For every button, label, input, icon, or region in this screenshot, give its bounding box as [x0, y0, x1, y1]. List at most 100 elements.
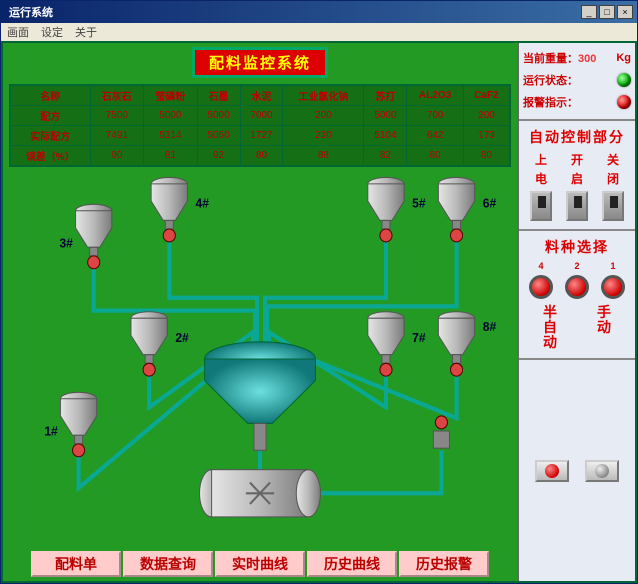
row-hdr: 配方 [11, 106, 91, 126]
alarm-lamp-icon [617, 95, 631, 109]
cell: 1727 [240, 126, 283, 146]
col-name: 名称 [11, 86, 91, 106]
auto-lbl-off: 关 [607, 151, 619, 168]
weight-label: 当前重量：300 [523, 50, 596, 66]
cell: 88 [283, 146, 364, 166]
cell: 642 [407, 126, 464, 146]
svg-text:6#: 6# [483, 196, 496, 210]
cell: 5050 [197, 126, 240, 146]
cell: 700 [407, 106, 464, 126]
close-button[interactable]: × [617, 5, 633, 19]
toggle-start[interactable] [566, 191, 588, 221]
hopper-6: 6# [438, 177, 496, 241]
scada-canvas: 3# 4# 5# 6# 2# 1# 7# 8# [3, 171, 517, 547]
cell: 200 [463, 106, 509, 126]
num-2: 2 [574, 261, 579, 271]
auto-lbl-power: 电 [535, 170, 547, 187]
row-hdr: 实际配方 [11, 126, 91, 146]
cell: 230 [283, 126, 364, 146]
btn-realtime[interactable]: 实时曲线 [215, 551, 305, 577]
main-area: 配料监控系统 名称 石灰石 莹磷粉 石墨 水泥 工业氯化钠 苏打 AL2O3 [1, 41, 637, 583]
cell: 5104 [364, 126, 407, 146]
table-row: 实际配方 7491 5314 5050 1727 230 5104 642 17… [11, 126, 510, 146]
auto-control-section: 自动控制部分 上 开 关 电 启 闭 [519, 121, 635, 231]
col-7: AL2O3 [407, 86, 464, 106]
right-control-panel: 当前重量：300 Kg 运行状态： 报警指示： 自动控制部分 上 开 [517, 43, 635, 581]
bottom-control-box [519, 360, 635, 581]
hopper-1: 1# [44, 392, 96, 456]
minimize-button[interactable]: _ [581, 5, 597, 19]
cell: 5000 [197, 106, 240, 126]
recipe-table: 名称 石灰石 莹磷粉 石墨 水泥 工业氯化钠 苏打 AL2O3 CaF2 [9, 84, 511, 167]
num-4: 4 [538, 261, 543, 271]
num-1: 1 [610, 261, 615, 271]
alarm-label: 报警指示： [523, 94, 578, 110]
system-title: 配料监控系统 [192, 47, 328, 78]
window-titlebar: 运行系统 _ □ × [1, 1, 637, 23]
run-status-label: 运行状态： [523, 72, 578, 88]
menu-item-about[interactable]: 关于 [75, 24, 97, 40]
cell: 7491 [90, 126, 144, 146]
select-title: 料种选择 [523, 237, 631, 257]
col-1: 石灰石 [90, 86, 144, 106]
col-8: CaF2 [463, 86, 509, 106]
cell: 7000 [240, 106, 283, 126]
svg-text:1#: 1# [44, 424, 57, 438]
select-btn-1[interactable] [601, 275, 625, 299]
auto-title: 自动控制部分 [523, 127, 631, 147]
btn-history[interactable]: 历史曲线 [307, 551, 397, 577]
menu-item-settings[interactable]: 设定 [41, 24, 63, 40]
run-lamp-icon [617, 73, 631, 87]
start-button[interactable] [585, 460, 619, 482]
col-2: 莹磷粉 [144, 86, 198, 106]
auto-lbl-close: 闭 [607, 170, 619, 187]
cell: 90 [90, 146, 144, 166]
cell: 92 [197, 146, 240, 166]
svg-text:4#: 4# [195, 196, 208, 210]
menu-item-view[interactable]: 画面 [7, 24, 29, 40]
cell: 7500 [90, 106, 144, 126]
svg-text:7#: 7# [412, 330, 425, 344]
window-controls: _ □ × [581, 5, 633, 19]
hopper-7: 7# [368, 312, 426, 376]
weight-unit: Kg [616, 52, 631, 64]
auto-lbl-start: 启 [571, 170, 583, 187]
maximize-button[interactable]: □ [599, 5, 615, 19]
auto-lbl-open: 开 [571, 151, 583, 168]
svg-text:2#: 2# [175, 330, 188, 344]
select-btn-2[interactable] [565, 275, 589, 299]
cell: 5314 [144, 126, 198, 146]
toggle-power[interactable] [530, 191, 552, 221]
cell: 82 [364, 146, 407, 166]
stop-button[interactable] [535, 460, 569, 482]
col-5: 工业氯化钠 [283, 86, 364, 106]
cell: 173 [463, 126, 509, 146]
process-diagram: 3# 4# 5# 6# 2# 1# 7# 8# [3, 171, 517, 547]
toggle-close[interactable] [602, 191, 624, 221]
svg-text:3#: 3# [59, 236, 72, 250]
hopper-4: 4# [151, 177, 209, 241]
cell: 80 [463, 146, 509, 166]
mode-manual: 手 动 [597, 305, 611, 350]
btn-query[interactable]: 数据查询 [123, 551, 213, 577]
status-box: 当前重量：300 Kg 运行状态： 报警指示： [519, 43, 635, 121]
window-title: 运行系统 [5, 4, 581, 20]
btn-alarm[interactable]: 历史报警 [399, 551, 489, 577]
hopper-8: 8# [438, 312, 496, 376]
col-6: 苏打 [364, 86, 407, 106]
mode-semi-auto: 半 自 动 [543, 305, 557, 350]
table-row: 误差（%） 90 81 92 80 88 82 80 80 [11, 146, 510, 166]
btn-recipe[interactable]: 配料单 [31, 551, 121, 577]
cell: 80 [240, 146, 283, 166]
cell: 5000 [364, 106, 407, 126]
col-4: 水泥 [240, 86, 283, 106]
left-panel: 配料监控系统 名称 石灰石 莹磷粉 石墨 水泥 工业氯化钠 苏打 AL2O3 [3, 43, 517, 581]
auto-lbl-up: 上 [535, 151, 547, 168]
svg-text:8#: 8# [483, 320, 496, 334]
svg-text:5#: 5# [412, 196, 425, 210]
material-select-section: 料种选择 4 2 1 半 自 动 [519, 231, 635, 360]
select-btn-4[interactable] [529, 275, 553, 299]
menu-bar: 画面 设定 关于 [1, 23, 637, 41]
cell: 200 [283, 106, 364, 126]
table-row: 配方 7500 5000 5000 7000 200 5000 700 200 [11, 106, 510, 126]
